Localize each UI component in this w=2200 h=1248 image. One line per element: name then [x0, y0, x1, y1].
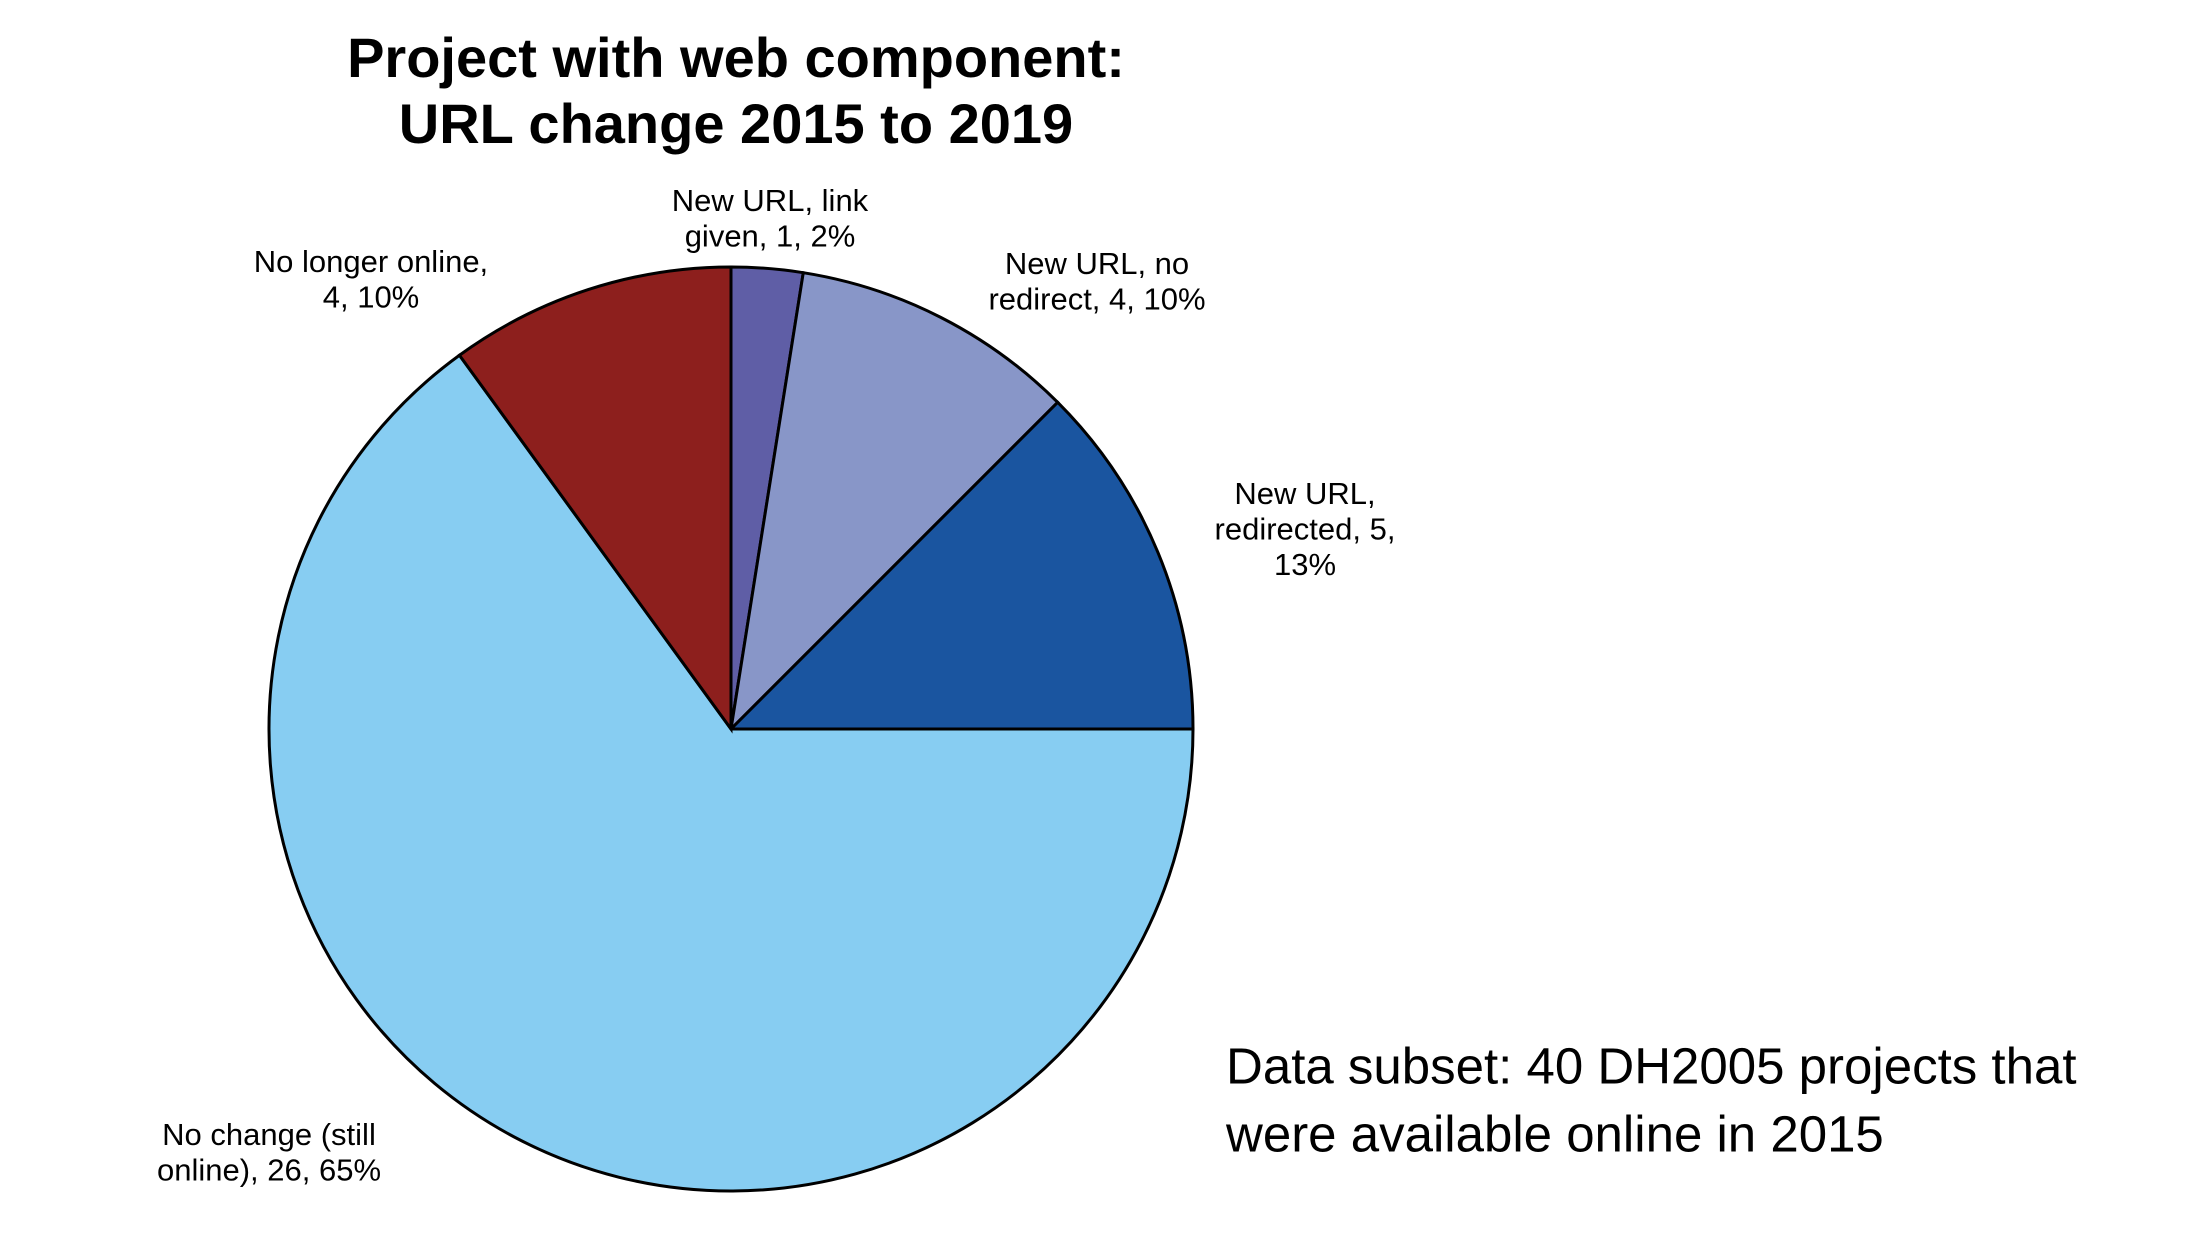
note: Data subset: 40 DH2005 projects that	[1226, 1037, 2077, 1094]
slice-label: given, 1, 2%	[685, 219, 856, 254]
slice-label: No longer online,	[254, 244, 488, 279]
slice-label: 13%	[1274, 547, 1336, 582]
pie-slice	[267, 353, 1195, 1193]
slice-label: No change (still	[162, 1117, 376, 1152]
slice-label: 4, 10%	[323, 280, 420, 315]
pie-slice	[457, 265, 733, 734]
slice-label: online), 26, 65%	[157, 1153, 381, 1188]
slice-label: New URL, no	[1005, 246, 1189, 281]
note: were available online in 2015	[1225, 1105, 1884, 1162]
chart-title: URL change 2015 to 2019	[399, 92, 1073, 155]
slice-label: New URL, link	[672, 183, 869, 218]
pie-slice	[728, 270, 1060, 734]
pie-slice	[727, 400, 1195, 731]
slice-label: redirect, 4, 10%	[988, 282, 1205, 317]
chart-title: Project with web component:	[347, 26, 1125, 89]
slice-label: redirected, 5,	[1215, 512, 1396, 547]
slice-label: New URL,	[1234, 476, 1375, 511]
